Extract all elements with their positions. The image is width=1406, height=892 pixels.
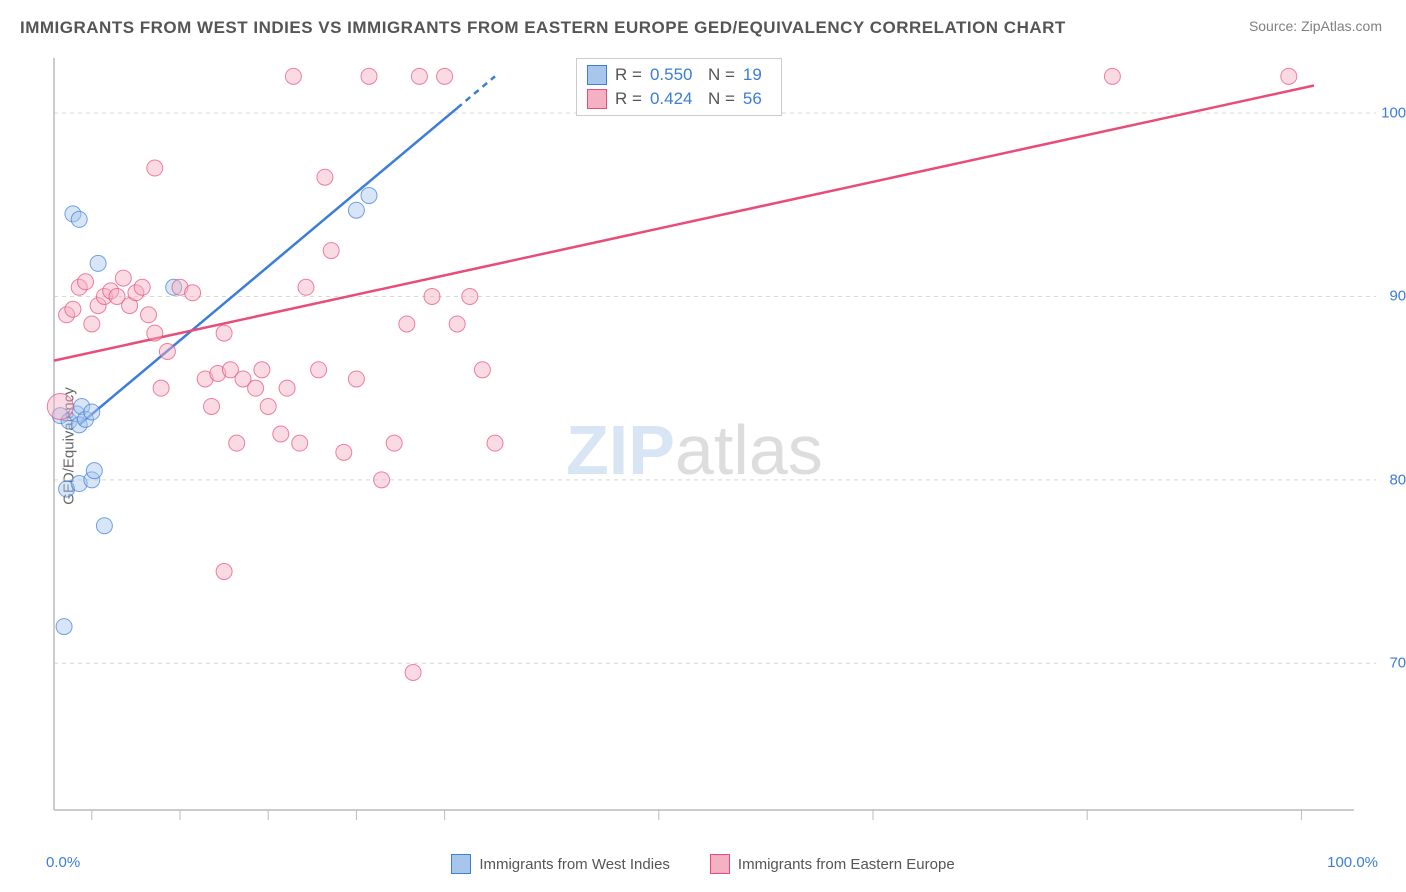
stat-r-label: R = — [615, 65, 642, 85]
stats-swatch — [587, 65, 607, 85]
legend-bottom: 0.0% Immigrants from West Indies Immigran… — [0, 854, 1406, 878]
stat-n-label: N = — [708, 65, 735, 85]
stat-r-value: 0.424 — [650, 89, 700, 109]
stat-r-value: 0.550 — [650, 65, 700, 85]
y-tick-label: 100.0% — [1381, 105, 1406, 122]
source-attribution: Source: ZipAtlas.com — [1249, 18, 1382, 34]
y-tick-label: 70.0% — [1389, 655, 1406, 672]
legend-swatch — [710, 854, 730, 874]
x-axis-min-label: 0.0% — [46, 854, 80, 871]
chart-title: IMMIGRANTS FROM WEST INDIES VS IMMIGRANT… — [20, 18, 1066, 38]
stats-swatch — [587, 89, 607, 109]
y-tick-label: 90.0% — [1389, 288, 1406, 305]
legend-item-west_indies: Immigrants from West Indies — [451, 854, 670, 874]
correlation-stats-box: R = 0.550 N = 19 R = 0.424 N = 56 — [576, 58, 782, 116]
legend-item-eastern_europe: Immigrants from Eastern Europe — [710, 854, 955, 874]
legend-label: Immigrants from Eastern Europe — [738, 856, 955, 873]
chart-svg — [46, 50, 1376, 825]
legend-label: Immigrants from West Indies — [479, 856, 670, 873]
stat-n-label: N = — [708, 89, 735, 109]
stat-n-value: 56 — [743, 89, 771, 109]
stats-row-eastern_europe: R = 0.424 N = 56 — [587, 87, 771, 111]
stats-row-west_indies: R = 0.550 N = 19 — [587, 63, 771, 87]
x-axis-max-label: 100.0% — [1327, 854, 1378, 871]
stat-r-label: R = — [615, 89, 642, 109]
chart-plot-area: ZIPatlas R =0.550N =19R =0.424N =56 70.0… — [46, 50, 1376, 825]
stat-n-value: 19 — [743, 65, 771, 85]
legend-swatch — [451, 854, 471, 874]
y-tick-label: 80.0% — [1389, 471, 1406, 488]
